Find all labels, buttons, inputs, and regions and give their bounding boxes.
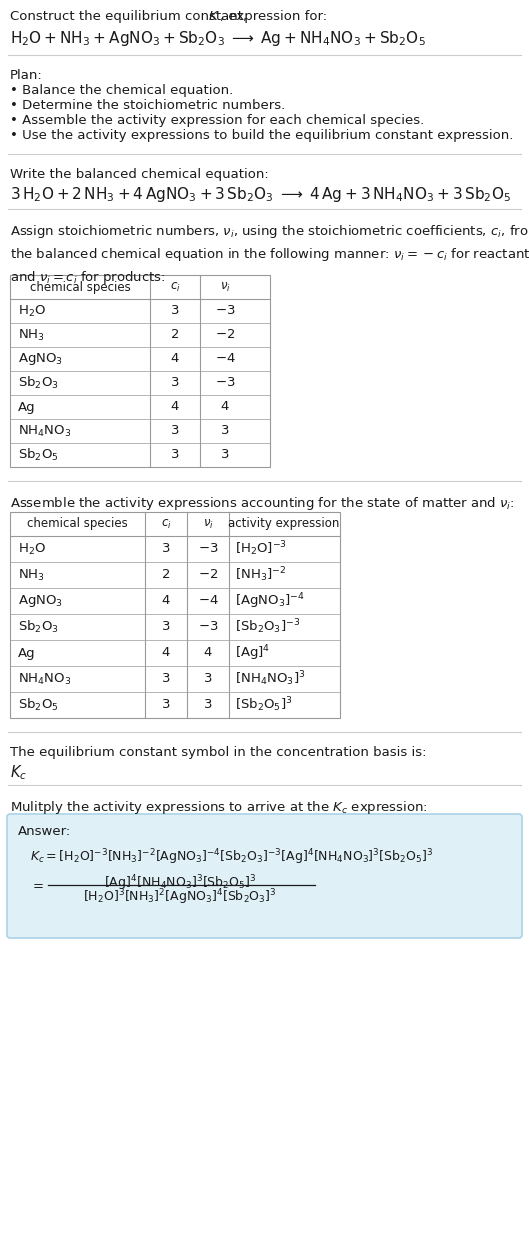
Text: NH$_3$: NH$_3$	[18, 327, 44, 343]
Text: Assign stoichiometric numbers, $\nu_i$, using the stoichiometric coefficients, $: Assign stoichiometric numbers, $\nu_i$, …	[10, 223, 529, 286]
Text: $-4$: $-4$	[215, 353, 235, 365]
Text: AgNO$_3$: AgNO$_3$	[18, 594, 63, 610]
Text: $[\mathrm{NH_4NO_3}]^3$: $[\mathrm{NH_4NO_3}]^3$	[235, 670, 306, 689]
Text: $-3$: $-3$	[215, 305, 235, 317]
Text: Plan:: Plan:	[10, 69, 43, 81]
Text: 4: 4	[162, 595, 170, 607]
Text: chemical species: chemical species	[30, 280, 130, 294]
Bar	[10, 275, 270, 466]
Text: 2: 2	[162, 569, 170, 581]
Text: Mulitply the activity expressions to arrive at the $K_c$ expression:: Mulitply the activity expressions to arr…	[10, 798, 428, 816]
Text: $[\mathrm{AgNO_3}]^{-4}$: $[\mathrm{AgNO_3}]^{-4}$	[235, 591, 305, 611]
Text: $[\mathrm{Ag}]^4[\mathrm{NH_4NO_3}]^3[\mathrm{Sb_2O_5}]^3$: $[\mathrm{Ag}]^4[\mathrm{NH_4NO_3}]^3[\m…	[104, 872, 257, 892]
Text: chemical species: chemical species	[26, 517, 127, 531]
Text: $[\mathrm{H_2O}]^3[\mathrm{NH_3}]^2[\mathrm{AgNO_3}]^4[\mathrm{Sb_2O_3}]^3$: $[\mathrm{H_2O}]^3[\mathrm{NH_3}]^2[\mat…	[83, 887, 277, 907]
Text: AgNO$_3$: AgNO$_3$	[18, 350, 63, 366]
Text: $[\mathrm{NH_3}]^{-2}$: $[\mathrm{NH_3}]^{-2}$	[235, 565, 286, 585]
Text: 3: 3	[162, 698, 170, 712]
Text: $[\mathrm{H_2O}]^{-3}$: $[\mathrm{H_2O}]^{-3}$	[235, 539, 287, 558]
Text: $-4$: $-4$	[198, 595, 218, 607]
Text: $-3$: $-3$	[215, 376, 235, 390]
Text: $\nu_i$: $\nu_i$	[220, 280, 231, 294]
Text: Ag: Ag	[18, 647, 35, 659]
Text: Answer:: Answer:	[18, 826, 71, 838]
Text: $=$: $=$	[30, 879, 44, 891]
Text: Construct the equilibrium constant,: Construct the equilibrium constant,	[10, 10, 251, 23]
Text: 4: 4	[204, 647, 212, 659]
Text: • Determine the stoichiometric numbers.: • Determine the stoichiometric numbers.	[10, 99, 285, 112]
Text: • Assemble the activity expression for each chemical species.: • Assemble the activity expression for e…	[10, 114, 424, 127]
Text: , expression for:: , expression for:	[220, 10, 327, 23]
Text: 3: 3	[204, 698, 212, 712]
Text: 4: 4	[221, 401, 229, 413]
Text: 4: 4	[171, 353, 179, 365]
Text: 3: 3	[162, 673, 170, 686]
Text: Sb$_2$O$_5$: Sb$_2$O$_5$	[18, 447, 59, 463]
Text: H$_2$O: H$_2$O	[18, 542, 46, 557]
Text: $[\mathrm{Ag}]^4$: $[\mathrm{Ag}]^4$	[235, 643, 270, 663]
Text: The equilibrium constant symbol in the concentration basis is:: The equilibrium constant symbol in the c…	[10, 747, 426, 759]
Text: $K_c$: $K_c$	[10, 763, 27, 781]
Text: $[\mathrm{Sb_2O_3}]^{-3}$: $[\mathrm{Sb_2O_3}]^{-3}$	[235, 618, 300, 637]
Text: $-3$: $-3$	[198, 543, 218, 555]
Text: $K$: $K$	[208, 10, 220, 23]
Text: Write the balanced chemical equation:: Write the balanced chemical equation:	[10, 168, 269, 181]
Text: 3: 3	[204, 673, 212, 686]
Text: activity expression: activity expression	[229, 517, 340, 531]
Text: $-2$: $-2$	[215, 328, 235, 342]
Text: 3: 3	[162, 543, 170, 555]
Text: $\mathrm{H_2O + NH_3 + AgNO_3 + Sb_2O_3} \;\longrightarrow\; \mathrm{Ag + NH_4NO: $\mathrm{H_2O + NH_3 + AgNO_3 + Sb_2O_3}…	[10, 30, 426, 48]
Text: 3: 3	[171, 424, 179, 438]
Text: 3: 3	[162, 621, 170, 633]
Text: 4: 4	[162, 647, 170, 659]
Text: Sb$_2$O$_3$: Sb$_2$O$_3$	[18, 375, 59, 391]
Text: $K_c = [\mathrm{H_2O}]^{-3}[\mathrm{NH_3}]^{-2}[\mathrm{AgNO_3}]^{-4}[\mathrm{Sb: $K_c = [\mathrm{H_2O}]^{-3}[\mathrm{NH_3…	[30, 847, 433, 866]
Text: $-2$: $-2$	[198, 569, 218, 581]
FancyBboxPatch shape	[7, 814, 522, 938]
Text: 2: 2	[171, 328, 179, 342]
Text: $-3$: $-3$	[198, 621, 218, 633]
Text: • Balance the chemical equation.: • Balance the chemical equation.	[10, 84, 233, 97]
Text: 3: 3	[171, 305, 179, 317]
Text: $\nu_i$: $\nu_i$	[203, 517, 213, 531]
Text: 3: 3	[221, 424, 229, 438]
Text: $c_i$: $c_i$	[161, 517, 171, 531]
Text: 4: 4	[171, 401, 179, 413]
Text: Ag: Ag	[18, 401, 35, 413]
Text: 3: 3	[171, 448, 179, 462]
Text: • Use the activity expressions to build the equilibrium constant expression.: • Use the activity expressions to build …	[10, 130, 513, 142]
Text: NH$_3$: NH$_3$	[18, 568, 44, 582]
Text: $\mathrm{3\,H_2O + 2\,NH_3 + 4\,AgNO_3 + 3\,Sb_2O_3} \;\longrightarrow\; \mathrm: $\mathrm{3\,H_2O + 2\,NH_3 + 4\,AgNO_3 +…	[10, 185, 511, 204]
Text: NH$_4$NO$_3$: NH$_4$NO$_3$	[18, 423, 71, 438]
Text: 3: 3	[221, 448, 229, 462]
Text: 3: 3	[171, 376, 179, 390]
Text: H$_2$O: H$_2$O	[18, 304, 46, 318]
Text: Assemble the activity expressions accounting for the state of matter and $\nu_i$: Assemble the activity expressions accoun…	[10, 495, 515, 512]
Text: $c_i$: $c_i$	[170, 280, 180, 294]
Text: Sb$_2$O$_3$: Sb$_2$O$_3$	[18, 619, 59, 636]
Text: Sb$_2$O$_5$: Sb$_2$O$_5$	[18, 697, 59, 713]
Bar	[10, 512, 340, 718]
Text: NH$_4$NO$_3$: NH$_4$NO$_3$	[18, 671, 71, 686]
Text: $[\mathrm{Sb_2O_5}]^3$: $[\mathrm{Sb_2O_5}]^3$	[235, 696, 293, 714]
